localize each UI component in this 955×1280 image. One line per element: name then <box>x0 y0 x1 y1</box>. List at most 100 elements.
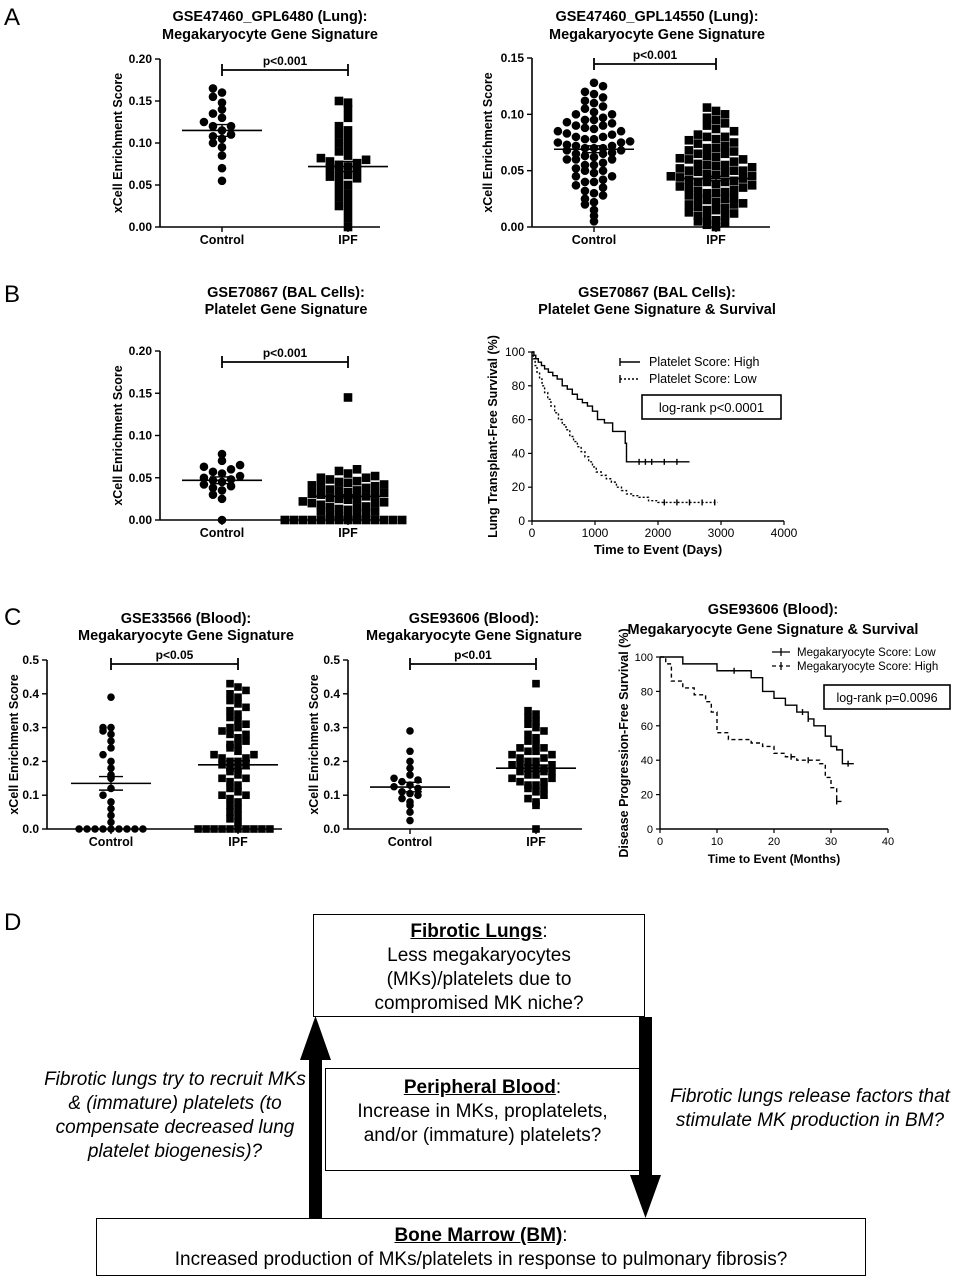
b2-y-tick-label: 0 <box>518 514 525 528</box>
c2-point <box>406 747 414 756</box>
c1-point <box>218 791 226 799</box>
a1-point <box>325 163 335 173</box>
a2-point <box>702 169 712 179</box>
a1-point <box>226 130 236 139</box>
a2-point <box>598 143 608 153</box>
b2-legend-label: Platelet Score: High <box>649 355 760 369</box>
b1-point <box>208 490 218 499</box>
a2-point <box>702 113 712 123</box>
c2-point <box>532 825 540 833</box>
a2-point <box>562 129 572 138</box>
a2-point <box>553 126 563 136</box>
a2-y-tick-label: 0.00 <box>501 220 525 234</box>
b2-x-label: Time to Event (Days) <box>594 542 722 557</box>
a2-point <box>711 179 721 189</box>
a2-point <box>702 132 712 142</box>
a2-point <box>693 211 703 221</box>
a2-point <box>684 155 694 164</box>
b1-point <box>280 515 290 525</box>
c1-point <box>131 825 139 833</box>
a2-point <box>702 151 712 161</box>
b1-point <box>307 515 317 525</box>
a2-point <box>720 110 730 119</box>
c3-y-tick-label: 40 <box>641 755 653 767</box>
c2-y-label: xCell Enrichment Score <box>307 674 321 814</box>
b1-point <box>334 512 344 521</box>
a2-point <box>729 166 739 175</box>
a2-point <box>711 188 721 198</box>
up-arrow-head <box>300 1016 331 1060</box>
c2-y-tick-label: 0.2 <box>323 754 340 768</box>
c1-point <box>91 825 99 833</box>
c1-point <box>242 737 250 745</box>
b1-point <box>316 500 326 510</box>
c2-point <box>540 777 548 786</box>
c1-point <box>218 727 226 735</box>
a1-point <box>208 92 218 102</box>
a1-point <box>199 117 209 127</box>
b2-y-label: Lung Transplant-Free Survival (%) <box>486 335 500 538</box>
a2-point <box>711 115 721 125</box>
a2-point <box>729 185 739 195</box>
a2-point <box>747 172 757 181</box>
peripheral-blood-box: Peripheral Blood: Increase in MKs, propl… <box>325 1068 640 1171</box>
b1-point <box>235 460 245 470</box>
a1-point <box>217 176 227 186</box>
b1-point <box>199 480 209 489</box>
b2-x-tick-label: 2000 <box>645 526 672 540</box>
a1-point <box>352 165 362 175</box>
a2-point <box>729 209 739 218</box>
c3-y-tick-label: 60 <box>641 721 653 733</box>
a2-category-label: Control <box>572 233 616 247</box>
c1-y-tick-label: 0.0 <box>22 822 39 836</box>
c2-point <box>414 784 422 793</box>
a2-point <box>589 107 599 117</box>
c1-point <box>226 777 234 786</box>
a2-point <box>589 78 599 88</box>
chart-a2: GSE47460_GPL14550 (Lung): Megakaryocyte G… <box>481 9 770 247</box>
c1-point <box>226 825 234 833</box>
a2-point <box>711 134 721 144</box>
c3-title: Megakaryocyte Gene Signature & Survival <box>628 622 919 638</box>
a2-point <box>580 96 590 106</box>
a2-point <box>616 126 626 136</box>
c1-significance: p<0.05 <box>156 648 194 662</box>
c2-y-tick-label: 0.5 <box>323 653 340 667</box>
c3-y-tick-label: 80 <box>641 686 653 698</box>
c2-point <box>532 771 540 779</box>
a1-point <box>334 201 344 211</box>
a2-point <box>684 175 694 184</box>
c1-point <box>218 825 226 833</box>
b1-point <box>361 502 371 511</box>
a1-point <box>343 142 353 152</box>
c3-x-tick-label: 30 <box>825 836 837 848</box>
c1-point <box>226 679 234 688</box>
a2-point <box>580 143 590 153</box>
c1-point <box>226 801 234 810</box>
b1-point <box>316 507 326 516</box>
b1-point <box>289 515 299 525</box>
a2-point <box>598 113 608 123</box>
a1-y-tick-label: 0.05 <box>129 178 153 192</box>
a2-point <box>702 103 712 112</box>
b1-y-tick-label: 0.20 <box>129 344 153 358</box>
panel-label-b: B <box>4 281 20 308</box>
c3-x-tick-label: 0 <box>657 836 663 848</box>
c2-point <box>532 798 540 806</box>
a2-y-label: xCell Enrichment Score <box>481 72 495 212</box>
c1-y-label: xCell Enrichment Score <box>7 674 21 814</box>
a2-point <box>580 87 590 97</box>
b1-category-label: IPF <box>338 526 358 540</box>
a1-point <box>334 130 344 139</box>
b1-point <box>379 480 389 489</box>
a2-point <box>711 170 721 180</box>
c2-point <box>532 740 540 749</box>
a2-point <box>598 175 608 184</box>
up-arrow-shaft <box>309 1060 322 1218</box>
a2-point <box>711 143 721 153</box>
c1-point <box>234 717 242 725</box>
a2-point <box>580 160 590 170</box>
c2-point <box>516 744 524 752</box>
a2-point <box>684 166 694 175</box>
c2-point <box>524 713 532 722</box>
